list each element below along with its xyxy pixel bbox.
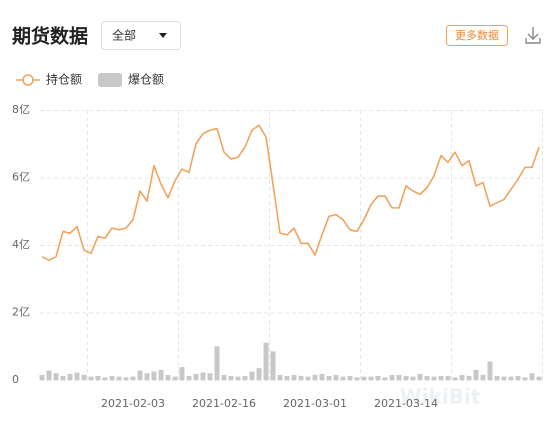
bar bbox=[424, 375, 430, 380]
bar bbox=[200, 372, 206, 380]
bar bbox=[53, 373, 59, 380]
bar bbox=[277, 374, 283, 380]
bar bbox=[382, 377, 388, 380]
bar bbox=[151, 371, 157, 380]
bar bbox=[340, 376, 346, 380]
bar bbox=[81, 374, 87, 380]
bar bbox=[74, 372, 80, 380]
x-tick-label: 2021-02-03 bbox=[101, 397, 165, 410]
bar bbox=[529, 373, 535, 380]
bar bbox=[207, 373, 213, 380]
bar bbox=[263, 342, 269, 380]
bar bbox=[333, 374, 339, 380]
bar bbox=[368, 376, 374, 380]
bar bbox=[158, 369, 164, 380]
bar bbox=[214, 346, 220, 380]
bar bbox=[417, 373, 423, 380]
y-tick-label: 2亿 bbox=[12, 306, 30, 319]
bar bbox=[256, 368, 262, 380]
bar bbox=[319, 373, 325, 380]
bar bbox=[235, 376, 241, 380]
y-tick-label: 6亿 bbox=[12, 171, 30, 184]
x-tick-label: 2021-03-14 bbox=[374, 397, 438, 410]
bar bbox=[46, 370, 52, 380]
bar bbox=[396, 374, 402, 380]
bar bbox=[179, 367, 185, 380]
bar bbox=[326, 375, 332, 380]
bar bbox=[403, 375, 409, 380]
bar bbox=[508, 376, 514, 380]
bar bbox=[67, 373, 73, 380]
bar bbox=[480, 374, 486, 380]
bar bbox=[312, 374, 318, 380]
bar bbox=[515, 375, 521, 380]
bar bbox=[88, 376, 94, 380]
bar bbox=[536, 376, 542, 380]
bar bbox=[452, 377, 458, 380]
bar bbox=[305, 376, 311, 380]
watermark: WikiBit bbox=[400, 385, 481, 409]
bar bbox=[123, 377, 129, 380]
bar bbox=[221, 374, 227, 380]
bar bbox=[494, 375, 500, 380]
x-tick-label: 2021-02-16 bbox=[192, 397, 256, 410]
bar bbox=[354, 377, 360, 380]
bar bbox=[466, 375, 472, 380]
bar bbox=[291, 374, 297, 380]
bar bbox=[193, 373, 199, 380]
bar bbox=[487, 361, 493, 380]
bar bbox=[522, 377, 528, 380]
page-title: 期货数据 bbox=[12, 25, 88, 48]
bar bbox=[501, 376, 507, 380]
dropdown[interactable] bbox=[101, 21, 181, 50]
bar bbox=[361, 376, 367, 380]
y-tick-label: 0 bbox=[12, 373, 19, 386]
dropdown-label[interactable]: 全部 bbox=[112, 28, 136, 43]
bar bbox=[228, 375, 234, 380]
legend-label: 持仓额 bbox=[46, 72, 82, 87]
bar bbox=[116, 376, 122, 380]
legend-marker bbox=[22, 74, 34, 86]
bar bbox=[445, 375, 451, 380]
y-tick-label: 4亿 bbox=[12, 238, 30, 251]
bar bbox=[130, 376, 136, 380]
bar bbox=[144, 373, 150, 380]
bar bbox=[172, 376, 178, 380]
bar bbox=[270, 351, 276, 380]
bar bbox=[39, 374, 45, 380]
dropdown-arrow[interactable] bbox=[159, 33, 167, 38]
bar bbox=[389, 374, 395, 380]
bar bbox=[284, 375, 290, 380]
bar bbox=[431, 376, 437, 380]
bar bbox=[375, 375, 381, 380]
bar bbox=[60, 375, 66, 380]
y-tick-label: 8亿 bbox=[12, 103, 30, 116]
bar bbox=[459, 374, 465, 380]
bar bbox=[95, 375, 101, 380]
bar bbox=[438, 375, 444, 380]
bar bbox=[109, 375, 115, 380]
bar bbox=[298, 375, 304, 380]
bar bbox=[186, 375, 192, 380]
legend-label: 爆仓额 bbox=[128, 73, 164, 87]
download-icon[interactable] bbox=[525, 27, 541, 44]
bar bbox=[347, 375, 353, 380]
bar bbox=[137, 370, 143, 380]
bar bbox=[249, 371, 255, 380]
legend-swatch bbox=[98, 73, 123, 87]
x-tick-label: 2021-03-01 bbox=[283, 397, 347, 410]
bar bbox=[102, 377, 108, 380]
more-button[interactable] bbox=[446, 25, 508, 46]
line bbox=[41, 124, 540, 261]
bar bbox=[410, 376, 416, 380]
more-button-label[interactable]: 更多数据 bbox=[455, 28, 499, 42]
bar bbox=[165, 374, 171, 380]
bar bbox=[473, 369, 479, 380]
bar bbox=[242, 375, 248, 380]
